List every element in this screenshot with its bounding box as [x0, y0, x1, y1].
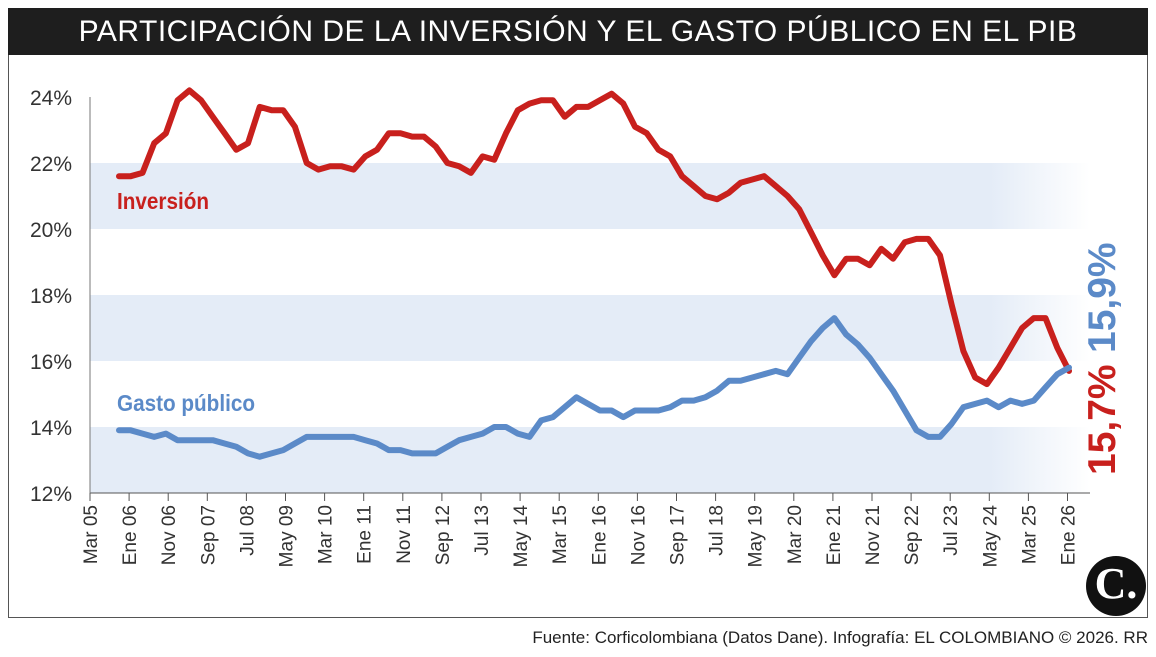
logo-letter: C. — [1094, 559, 1138, 608]
x-tick-label: Ene 06 — [120, 505, 141, 565]
y-tick-label: 12% — [30, 483, 72, 506]
end-label-inversion: 15,7% — [1081, 364, 1124, 475]
x-tick-label: Sep 17 — [668, 505, 689, 565]
x-tick-label: Mar 10 — [316, 505, 337, 564]
y-band-1 — [90, 295, 1090, 361]
source-credit: Fuente: Corficolombiana (Datos Dane). In… — [532, 628, 1148, 647]
series-line-inversion — [116, 87, 1072, 388]
y-tick-label: 20% — [30, 219, 72, 242]
y-tick-label: 16% — [30, 351, 72, 374]
series-label-inversion: Inversión — [117, 188, 209, 214]
y-tick-label: 24% — [30, 87, 72, 110]
x-tick-label: Nov 11 — [394, 505, 415, 564]
x-tick-label: Mar 20 — [785, 505, 806, 564]
y-tick-label: 22% — [30, 153, 72, 176]
x-tick-label: Jul 13 — [472, 505, 493, 556]
x-tick-label: May 19 — [746, 505, 767, 567]
x-tick-label: Jul 23 — [941, 505, 962, 556]
x-tick-label: Ene 16 — [589, 505, 610, 565]
end-label-gasto: 15,9% — [1081, 242, 1124, 353]
x-tick-label: Sep 22 — [902, 505, 923, 565]
y-band-0 — [90, 427, 1090, 493]
x-tick-label: Mar 25 — [1019, 505, 1040, 564]
x-tick-label: Nov 21 — [863, 505, 884, 565]
y-tick-label: 14% — [30, 417, 72, 440]
x-tick-label: Jul 18 — [707, 505, 728, 556]
x-tick-label: May 24 — [980, 505, 1001, 568]
x-tick-label: Mar 05 — [81, 505, 102, 564]
x-tick-label: Sep 07 — [198, 505, 219, 565]
chart-title: PARTICIPACIÓN DE LA INVERSIÓN Y EL GASTO… — [8, 8, 1148, 55]
x-tick-label: Mar 15 — [550, 505, 571, 564]
x-tick-label: Ene 11 — [355, 505, 376, 564]
x-tick-label: Sep 12 — [433, 505, 454, 565]
x-tick-label: Ene 21 — [824, 505, 845, 565]
series-label-gasto: Gasto público — [117, 390, 255, 416]
series-line-gasto — [116, 315, 1072, 460]
chart-frame — [8, 55, 1148, 618]
x-tick-label: Nov 16 — [628, 505, 649, 565]
x-tick-label: Nov 06 — [159, 505, 180, 565]
el-colombiano-logo: C. — [1086, 556, 1146, 616]
y-tick-label: 18% — [30, 285, 72, 308]
x-tick-label: May 09 — [277, 505, 298, 567]
x-tick-label: Ene 26 — [1059, 505, 1080, 565]
line-chart: 12% 14% 16% 18% 20% 22% 24% Mar 05 Ene 06 Nov 06 S… — [30, 87, 1124, 568]
x-tick-label: May 14 — [511, 505, 532, 568]
x-tick-label: Jul 08 — [237, 505, 258, 556]
y-band-2 — [90, 163, 1090, 229]
